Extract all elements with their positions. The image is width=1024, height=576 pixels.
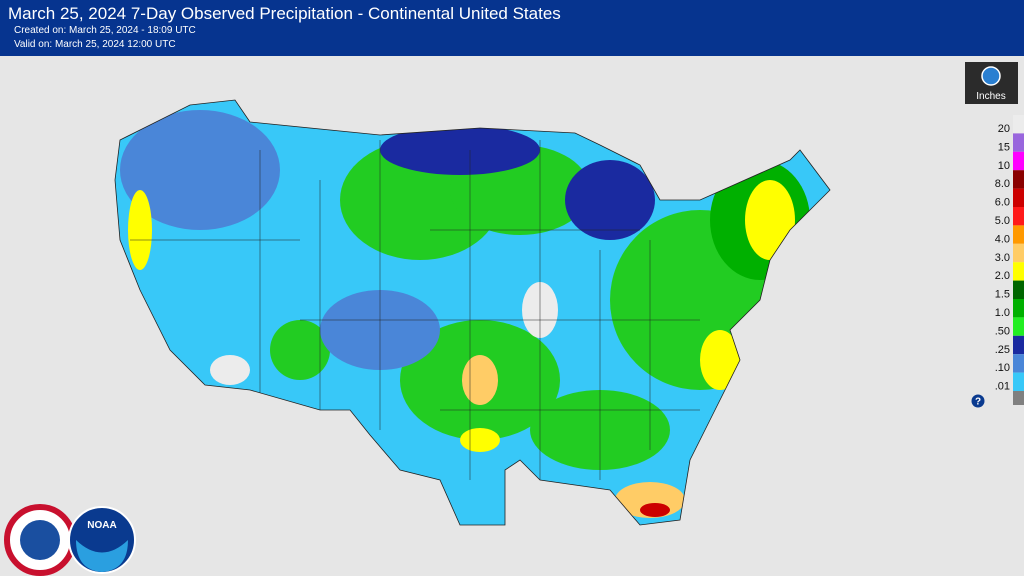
legend-label: 5.0 (995, 215, 1010, 227)
legend-label: 20 (998, 123, 1010, 135)
legend-swatch (1013, 133, 1024, 152)
legend: 20 15 10 8.0 6.0 5.0 4.0 3.0 2.0 1.5 1.0 .50 .25 .10.… (995, 115, 1024, 393)
legend-swatch (1013, 151, 1024, 171)
legend-label: 6.0 (995, 197, 1010, 209)
legend-swatch (1013, 207, 1024, 226)
noaa-logo-text: NOAA (87, 520, 116, 531)
legend-label: 8.0 (995, 178, 1010, 190)
noaa-icon (981, 66, 1001, 86)
legend-label: 10 (998, 160, 1010, 172)
legend-swatch (1013, 262, 1024, 281)
help-button[interactable] (971, 394, 985, 408)
help-label[interactable]: ? (975, 397, 981, 408)
header: March 25, 2024 7-Day Observed Precipitat… (0, 0, 1024, 56)
legend-label: .01 (995, 381, 1010, 393)
valid-time: Valid on: March 25, 2024 12:00 UTC (14, 39, 176, 50)
legend-label: .10 (995, 362, 1010, 374)
legend-swatch (1013, 243, 1024, 263)
legend-label: 2.0 (995, 270, 1010, 282)
legend-swatch (1013, 335, 1024, 355)
legend-label: 3.0 (995, 252, 1010, 264)
legend-unit: Inches (976, 91, 1005, 102)
legend-swatch (1013, 280, 1024, 299)
legend-label: 4.0 (995, 233, 1010, 245)
legend-label: 15 (998, 141, 1010, 153)
created-time: Created on: March 25, 2024 - 18:09 UTC (14, 25, 196, 36)
nws-logo-center (20, 520, 60, 560)
legend-label: 1.5 (995, 289, 1010, 301)
legend-label: .50 (995, 325, 1010, 337)
legend-swatch (1013, 354, 1024, 373)
legend-swatch (1013, 188, 1024, 207)
precipitation-map (115, 100, 830, 525)
legend-swatch (1013, 372, 1024, 391)
legend-swatch (1013, 299, 1024, 318)
state-borders (130, 140, 700, 480)
legend-label: 1.0 (995, 307, 1010, 319)
noaa-logo-wave (76, 540, 128, 572)
legend-swatch (1013, 317, 1024, 336)
us-outline (114, 99, 831, 526)
legend-swatch (1013, 170, 1024, 189)
legend-swatch (1013, 115, 1024, 134)
legend-missing (1013, 391, 1024, 405)
legend-swatch (1013, 225, 1024, 244)
title: March 25, 2024 7-Day Observed Precipitat… (8, 4, 561, 23)
legend-label: .25 (995, 344, 1010, 356)
